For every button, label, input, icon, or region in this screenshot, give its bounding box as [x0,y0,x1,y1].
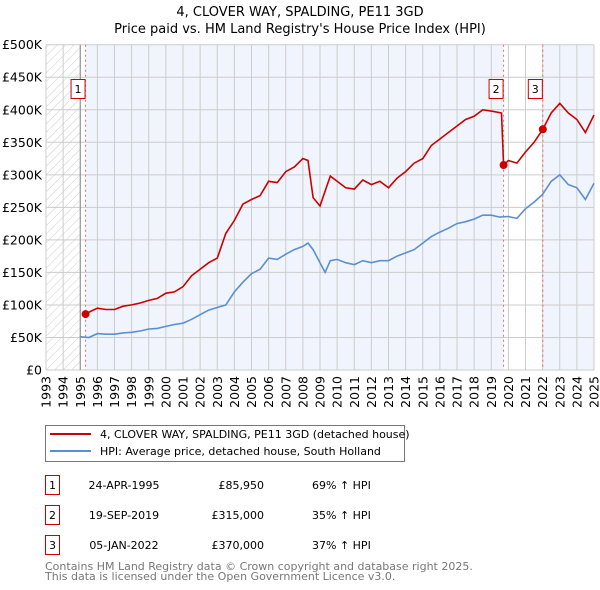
sale-price: £370,000 [212,539,265,552]
x-tick-label: 2011 [347,376,362,408]
y-tick-label: £50K [10,330,43,345]
sale-point [499,161,508,170]
footer-line2: This data is licensed under the Open Gov… [44,570,395,583]
chart-subtitle: Price paid vs. HM Land Registry's House … [114,22,486,37]
x-tick-label: 2014 [398,376,413,408]
sale-price: £315,000 [212,509,265,522]
x-tick-label: 2009 [313,376,328,408]
sale-label: 3 [532,83,539,96]
x-tick-label: 1996 [90,376,105,408]
sale-label-box [527,79,543,99]
sale-hpi-change: 69% ↑ HPI [312,479,371,492]
x-tick-label: 1999 [141,376,156,408]
sale-point [81,310,90,319]
sale-hpi-change: 37% ↑ HPI [312,539,371,552]
x-tick-label: 2002 [193,376,208,408]
y-tick-label: £400K [2,102,43,117]
sale-number: 3 [49,539,56,552]
sale-point [538,125,547,134]
x-tick-label: 2021 [518,376,533,408]
footer-line1: Contains HM Land Registry data © Crown c… [45,560,473,573]
sale-date: 24-APR-1995 [88,479,159,492]
y-tick-label: £500K [2,37,43,52]
x-tick-label: 2018 [467,376,482,408]
y-tick-label: £150K [2,265,43,280]
x-tick-label: 1993 [39,376,54,408]
legend-property: 4, CLOVER WAY, SPALDING, PE11 3GD (detac… [100,428,410,441]
x-tick-label: 2024 [569,376,584,408]
x-tick-label: 1995 [73,376,88,408]
sale-label-box [488,79,504,99]
y-tick-label: £350K [2,135,43,150]
x-tick-label: 2007 [278,376,293,408]
x-tick-label: 2000 [158,376,173,408]
x-tick-label: 1997 [107,376,122,408]
x-tick-label: 2025 [587,376,600,408]
x-tick-label: 1994 [56,376,71,408]
y-tick-label: £200K [2,232,43,247]
sale-label-box [70,79,86,99]
sale-date: 05-JAN-2022 [89,539,158,552]
x-tick-label: 2001 [176,376,191,408]
sale-number-box [45,505,60,525]
y-tick-label: £100K [2,297,43,312]
x-tick-label: 2019 [484,376,499,408]
x-tick-label: 2017 [450,376,465,408]
sales-table: 1 24-APR-1995 £85,950 69% ↑ HPI 2 19-SEP-2019… [45,475,371,555]
x-tick-label: 2005 [244,376,259,408]
sale-price: £85,950 [219,479,265,492]
sale-number: 1 [49,479,56,492]
x-tick-label: 2015 [415,376,430,408]
x-tick-label: 2010 [330,376,345,408]
legend: 4, CLOVER WAY, SPALDING, PE11 3GD (detac… [45,425,410,462]
x-tick-label: 2013 [381,376,396,408]
x-tick-label: 2022 [535,376,550,408]
y-tick-label: £250K [2,200,43,215]
y-tick-label: £0 [26,363,42,378]
x-tick-label: 1998 [124,376,139,408]
x-tick-label: 2003 [210,376,225,408]
y-tick-label: £300K [2,167,43,182]
legend-hpi: HPI: Average price, detached house, Sout… [100,445,381,458]
sale-hpi-change: 35% ↑ HPI [312,509,371,522]
x-tick-label: 2006 [261,376,276,408]
x-tick-label: 2012 [364,376,379,408]
sale-number-box [45,535,60,555]
x-tick-label: 2016 [432,376,447,408]
x-tick-label: 2004 [227,376,242,408]
x-tick-label: 2020 [501,376,516,408]
sale-label: 2 [493,83,500,96]
x-tick-label: 2008 [295,376,310,408]
x-tick-label: 2023 [552,376,567,408]
y-tick-label: £450K [2,70,43,85]
sale-number: 2 [49,509,56,522]
hpi-line [80,173,595,339]
sale-date: 19-SEP-2019 [89,509,159,522]
sale-label: 1 [75,83,82,96]
chart-title: 4, CLOVER WAY, SPALDING, PE11 3GD [176,5,423,20]
sale-number-box [45,475,60,495]
